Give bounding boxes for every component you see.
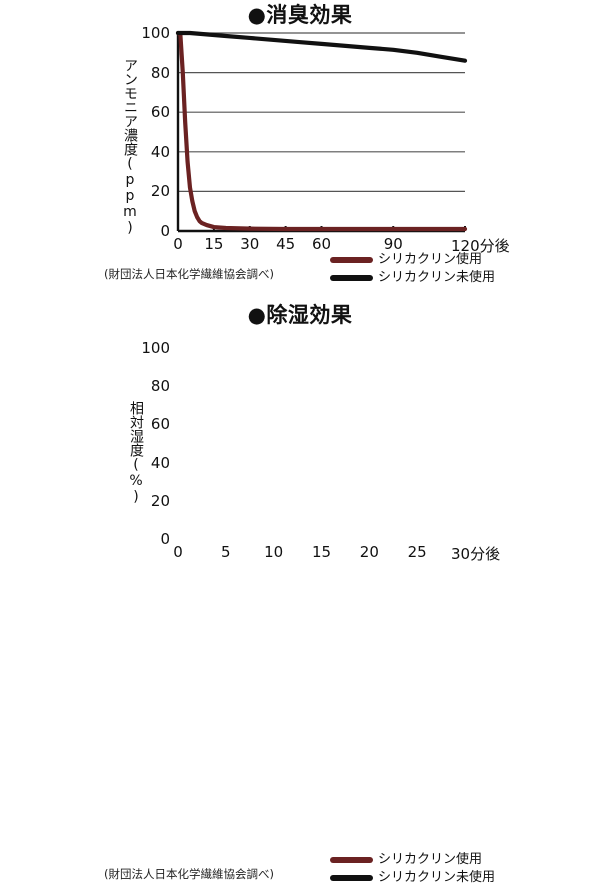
legend-item-unused: シリカクリン未使用 (330, 870, 495, 886)
legend-item-used: シリカクリン使用 (330, 852, 495, 868)
y-axis-label-odor: アンモニア濃度(ppm) (122, 58, 138, 236)
x-tick-label: 30 (240, 235, 260, 253)
legend-swatch-line-icon (330, 875, 373, 881)
x-tick-label: 25 (407, 543, 427, 561)
y-tick-label: 0 (160, 222, 170, 240)
y-tick-label: 100 (141, 339, 170, 357)
x-tick-label: 5 (221, 543, 231, 561)
y-tick-label: 80 (150, 63, 170, 82)
y-tick-label: 60 (150, 415, 170, 434)
y-tick-label: 40 (150, 453, 170, 472)
x-tick-label: 60 (311, 235, 332, 253)
legend-humidity: シリカクリン使用 シリカクリン未使用 (330, 852, 495, 888)
legend-swatch-line-icon (330, 275, 373, 281)
x-tick-label: 10 (264, 543, 284, 561)
plot-area-humidity (0, 300, 600, 600)
y-tick-label: 100 (141, 24, 170, 42)
x-tick-label: 15 (311, 543, 332, 561)
chart-panel-humidity: ●除湿効果 相対湿度(%) (財団法人日本化学繊維協会調べ) シリカクリン使用 … (0, 300, 600, 885)
x-tick-label: 15 (204, 235, 224, 253)
x-tick-label: 45 (276, 235, 296, 253)
chart-title-odor: ●消臭効果 (247, 3, 353, 27)
legend-item-used: シリカクリン使用 (330, 252, 495, 268)
legend-label-used: シリカクリン使用 (378, 852, 483, 867)
legend-label-unused: シリカクリン未使用 (378, 870, 496, 885)
x-tick-label: 20 (359, 543, 379, 561)
y-tick-label: 20 (150, 182, 170, 201)
chart-title-humidity: ●除湿効果 (247, 303, 353, 327)
x-tick-label: 30分後 (451, 545, 501, 563)
chart-panel-odor: ●消臭効果 アンモニア濃度(ppm) (財団法人日本化学繊維協会調べ) シリカク… (0, 0, 600, 300)
y-tick-label: 20 (150, 491, 170, 510)
plot-svg-humidity (0, 300, 600, 600)
legend-odor: シリカクリン使用 シリカクリン未使用 (330, 252, 495, 288)
y-tick-label: 60 (150, 103, 170, 122)
legend-item-unused: シリカクリン未使用 (330, 270, 495, 286)
legend-swatch-line-icon (330, 257, 373, 263)
x-tick-label: 0 (173, 543, 183, 561)
y-tick-label: 0 (160, 530, 170, 548)
legend-swatch-line-icon (330, 857, 373, 863)
source-note-humidity: (財団法人日本化学繊維協会調べ) (104, 867, 274, 881)
x-tick-label: 0 (173, 235, 183, 253)
plot-area-odor (0, 0, 600, 300)
y-tick-label: 80 (150, 377, 170, 396)
y-tick-label: 40 (150, 142, 170, 161)
plot-svg-odor (175, 30, 468, 233)
x-tick-label: 90 (383, 235, 403, 253)
legend-label-unused: シリカクリン未使用 (378, 270, 496, 285)
legend-label-used: シリカクリン使用 (378, 252, 483, 267)
source-note-odor: (財団法人日本化学繊維協会調べ) (104, 267, 274, 281)
y-axis-label-humidity: 相対湿度(%) (128, 401, 144, 505)
x-tick-label: 120分後 (451, 237, 510, 255)
